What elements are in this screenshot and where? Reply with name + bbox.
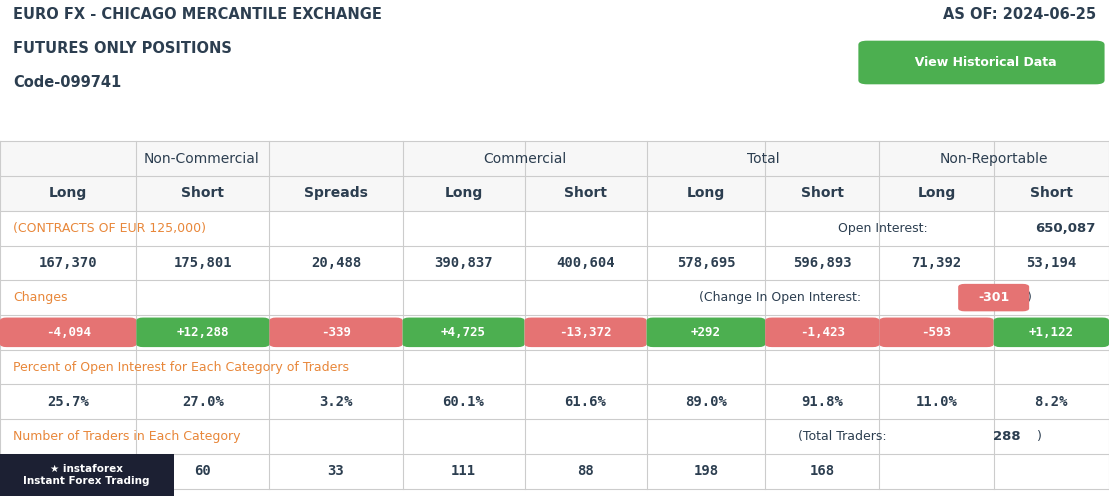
FancyBboxPatch shape (269, 317, 403, 347)
Text: Commercial: Commercial (482, 152, 567, 166)
Text: Number of Traders in Each Category: Number of Traders in Each Category (13, 430, 241, 443)
FancyBboxPatch shape (647, 317, 765, 347)
FancyBboxPatch shape (958, 284, 1029, 311)
Text: +1,122: +1,122 (1029, 326, 1074, 339)
Text: View Historical Data: View Historical Data (906, 56, 1057, 69)
Text: 33: 33 (327, 464, 345, 478)
Text: Long: Long (686, 186, 725, 200)
FancyBboxPatch shape (0, 317, 136, 347)
Text: Short: Short (801, 186, 844, 200)
FancyBboxPatch shape (525, 317, 647, 347)
FancyBboxPatch shape (136, 317, 269, 347)
Text: (Change In Open Interest:: (Change In Open Interest: (699, 291, 861, 304)
Text: Long: Long (49, 186, 88, 200)
Text: 71,392: 71,392 (912, 256, 962, 270)
Bar (0, 141, 1109, 176)
Text: 167,370: 167,370 (39, 256, 98, 270)
Text: Total: Total (746, 152, 780, 166)
Text: EURO FX - CHICAGO MERCANTILE EXCHANGE: EURO FX - CHICAGO MERCANTILE EXCHANGE (13, 7, 383, 22)
FancyBboxPatch shape (403, 317, 525, 347)
Text: AS OF: 2024-06-25: AS OF: 2024-06-25 (943, 7, 1096, 22)
Text: Code-099741: Code-099741 (13, 75, 122, 90)
Text: 27.0%: 27.0% (182, 395, 224, 409)
Bar (0, 176, 1109, 211)
Text: 198: 198 (693, 464, 719, 478)
Text: Changes: Changes (13, 291, 68, 304)
Text: 91.8%: 91.8% (802, 395, 843, 409)
Text: Short: Short (564, 186, 607, 200)
Text: 400,604: 400,604 (557, 256, 614, 270)
Text: 288: 288 (993, 430, 1020, 443)
Text: -13,372: -13,372 (559, 326, 612, 339)
Text: FUTURES ONLY POSITIONS: FUTURES ONLY POSITIONS (13, 41, 232, 56)
Text: 578,695: 578,695 (676, 256, 735, 270)
Text: 111: 111 (451, 464, 476, 478)
Bar (0, 454, 174, 496)
Text: 61.6%: 61.6% (564, 395, 607, 409)
Text: -593: -593 (922, 326, 952, 339)
FancyBboxPatch shape (994, 317, 1109, 347)
Text: 60: 60 (194, 464, 212, 478)
Text: 25.7%: 25.7% (48, 395, 89, 409)
Text: 650,087: 650,087 (1036, 222, 1096, 235)
Text: Long: Long (917, 186, 956, 200)
FancyBboxPatch shape (858, 41, 1105, 84)
Text: Long: Long (445, 186, 482, 200)
Text: Percent of Open Interest for Each Category of Traders: Percent of Open Interest for Each Catego… (13, 361, 349, 373)
Text: -4,094: -4,094 (45, 326, 91, 339)
Text: +292: +292 (691, 326, 721, 339)
Text: Spreads: Spreads (304, 186, 368, 200)
Text: +4,725: +4,725 (441, 326, 486, 339)
Text: ★ instaforex
Instant Forex Trading: ★ instaforex Instant Forex Trading (23, 464, 150, 486)
Text: Short: Short (1030, 186, 1072, 200)
FancyBboxPatch shape (879, 317, 994, 347)
Text: ): ) (1037, 430, 1041, 443)
Text: 3.2%: 3.2% (319, 395, 353, 409)
Text: -1,423: -1,423 (800, 326, 845, 339)
Text: 175,801: 175,801 (174, 256, 232, 270)
Text: Open Interest:: Open Interest: (838, 222, 928, 235)
Text: 53,194: 53,194 (1026, 256, 1077, 270)
Text: 168: 168 (810, 464, 835, 478)
Text: (CONTRACTS OF EUR 125,000): (CONTRACTS OF EUR 125,000) (13, 222, 206, 235)
Text: 596,893: 596,893 (793, 256, 852, 270)
FancyBboxPatch shape (765, 317, 879, 347)
Text: (Total Traders:: (Total Traders: (798, 430, 887, 443)
Text: -301: -301 (978, 291, 1009, 304)
Text: 60.1%: 60.1% (442, 395, 485, 409)
Text: Non-Commercial: Non-Commercial (143, 152, 260, 166)
Text: 88: 88 (577, 464, 594, 478)
Text: 390,837: 390,837 (435, 256, 492, 270)
Text: Non-Reportable: Non-Reportable (940, 152, 1048, 166)
Text: 8.2%: 8.2% (1035, 395, 1068, 409)
Text: Short: Short (182, 186, 224, 200)
Text: 20,488: 20,488 (311, 256, 362, 270)
Text: +12,288: +12,288 (176, 326, 230, 339)
Text: -339: -339 (321, 326, 352, 339)
Text: 89.0%: 89.0% (685, 395, 726, 409)
Text: 11.0%: 11.0% (916, 395, 957, 409)
Text: ): ) (1027, 291, 1031, 304)
